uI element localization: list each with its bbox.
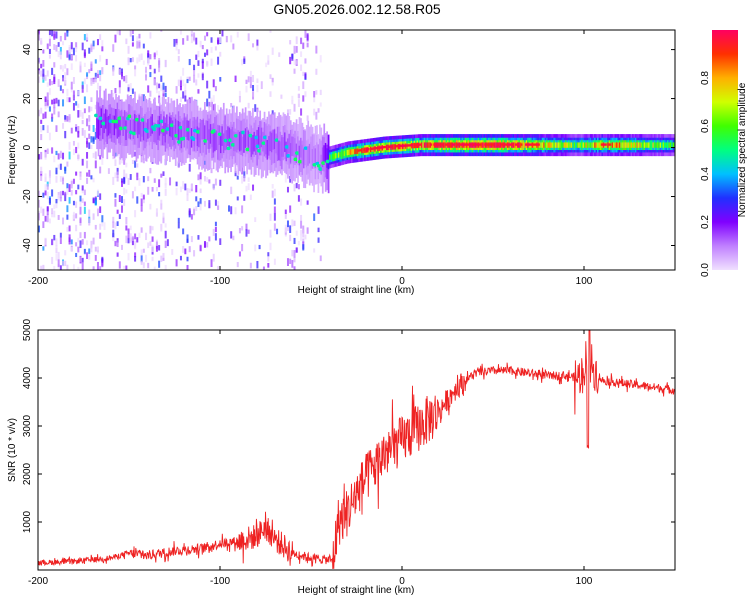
colorbar-gradient [712,30,738,270]
x-tick-label: -100 [210,276,230,287]
x-tick-label: 100 [576,576,593,587]
snr-frame [37,329,676,571]
colorbar-tick-label: 0.4 [700,167,711,181]
y-tick-label: 40 [22,44,33,56]
x-tick-label: 0 [399,576,405,587]
colorbar: 0.0 0.2 0.4 0.6 0.8 Normalized spectral ampl… [700,30,748,277]
x-tick-label: 100 [576,276,593,287]
x-tick-label: -200 [28,576,48,587]
y-tick-label: 3000 [22,414,33,437]
spectrogram-xlabel: Height of straight line (km) [298,285,415,296]
y-tick-label: 4000 [22,366,33,389]
colorbar-tick-label: 0.6 [700,119,711,133]
y-tick-label: 1000 [22,510,33,533]
x-tick-label: -200 [28,276,48,287]
snr-xlabel: Height of straight line (km) [298,585,415,596]
snr-axes: -200 -100 0 100 1000 2000 3000 4000 5000 [22,318,675,587]
x-tick-label: -100 [210,576,230,587]
snr-ylabel: SNR (10 * v/v) [7,418,18,482]
y-tick-label: 5000 [22,318,33,341]
snr-plot-area [38,330,675,570]
figure-title: GN05.2026.002.12.58.R05 [273,1,441,17]
colorbar-tick-label: 0.2 [700,215,711,229]
colorbar-tick-label: 0.8 [700,71,711,85]
colorbar-tick-label: 0.0 [700,263,711,277]
colorbar-ticks: 0.0 0.2 0.4 0.6 0.8 [700,71,711,277]
colorbar-label: Normalized spectral amplitude [737,82,748,217]
snr-series-line [38,330,675,570]
y-tick-label: -20 [22,189,33,204]
spectrogram-heatmap [38,30,675,270]
y-tick-label: 0 [22,144,33,150]
y-tick-label: 20 [22,93,33,105]
spectrogram-frame [37,29,676,271]
y-tick-label: 2000 [22,462,33,485]
spectrogram-ylabel: Frequency (Hz) [7,116,18,185]
snr-panel: -200 -100 0 100 1000 2000 3000 4000 5000 Height … [7,318,676,596]
y-tick-label: -40 [22,238,33,253]
x-tick-label: 0 [399,276,405,287]
